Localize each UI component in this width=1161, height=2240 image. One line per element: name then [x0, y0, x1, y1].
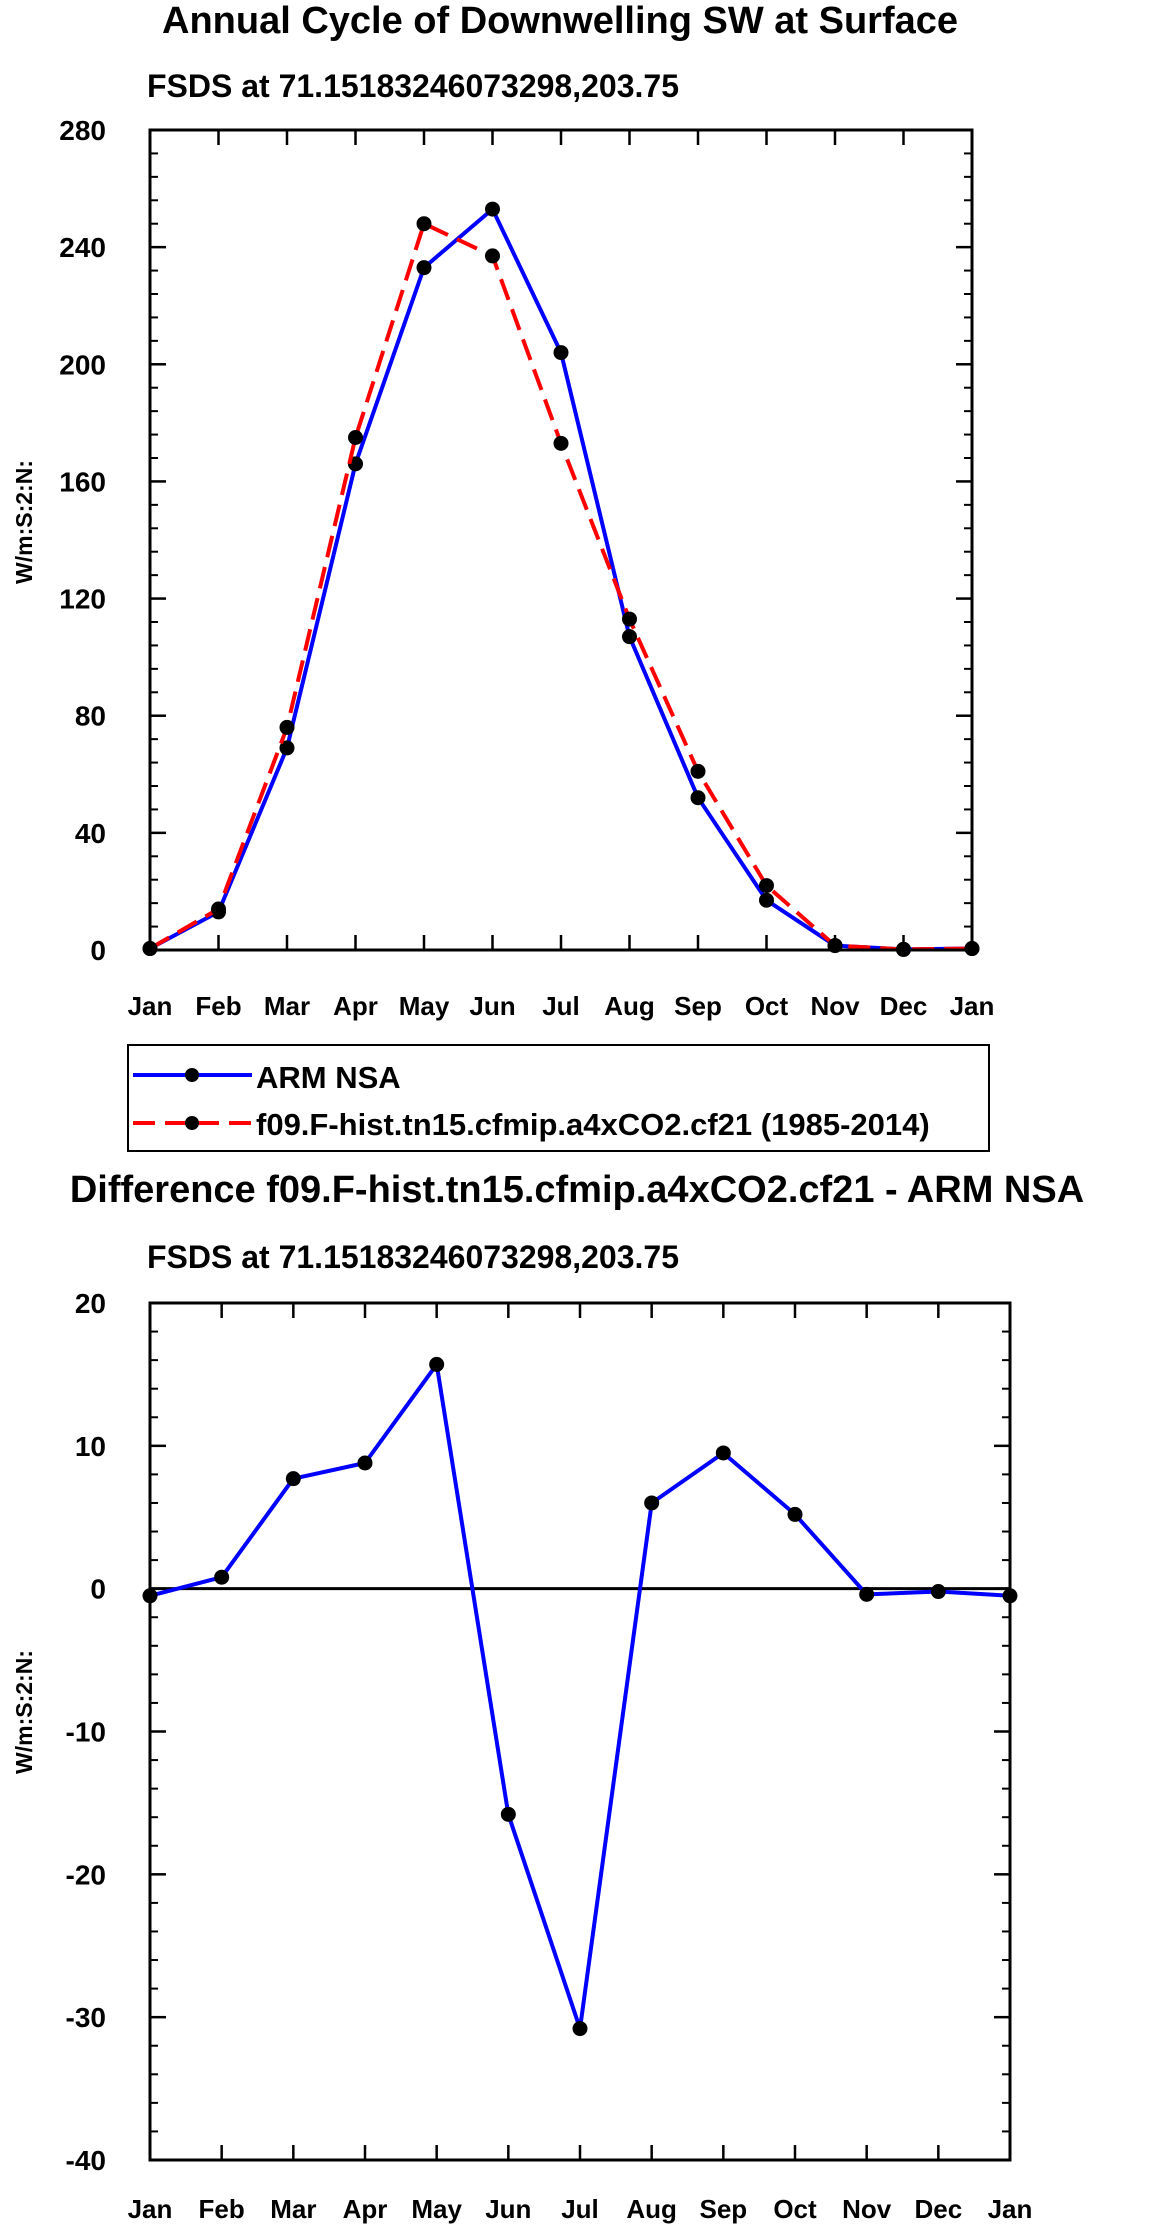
data-point	[416, 216, 432, 232]
x-tick-label: Nov	[842, 2194, 892, 2224]
x-tick-label: Jan	[128, 991, 173, 1021]
x-tick-label: Jul	[542, 991, 580, 1021]
data-point	[485, 201, 500, 217]
y-axis-label: W/m:S:2:N:	[11, 1650, 37, 1774]
data-point	[690, 763, 706, 779]
data-point	[859, 1586, 875, 1602]
data-point	[644, 1495, 660, 1511]
x-tick-label: Oct	[773, 2194, 817, 2224]
legend-box	[127, 1044, 990, 1152]
x-tick-label: Apr	[333, 991, 378, 1021]
y-tick-label: 160	[59, 466, 106, 497]
data-point	[690, 790, 706, 806]
x-tick-label: Jan	[988, 2194, 1033, 2224]
data-point	[357, 1455, 373, 1471]
legend-marker-model	[185, 1116, 199, 1130]
x-tick-label: Dec	[914, 2194, 962, 2224]
x-tick-label: Sep	[699, 2194, 747, 2224]
x-tick-label: Oct	[745, 991, 789, 1021]
x-tick-label: May	[411, 2194, 462, 2224]
data-point	[485, 248, 500, 264]
y-axis-label: W/m:S:2:N:	[11, 460, 37, 584]
chart-title: Difference f09.F-hist.tn15.cfmip.a4xCO2.…	[70, 1169, 1084, 1211]
chart-panel-1: Annual Cycle of Downwelling SW at Surfac…	[11, 0, 995, 1152]
y-tick-label: 20	[75, 1288, 106, 1319]
y-tick-label: 80	[75, 701, 106, 732]
chart-subtitle: FSDS at 71.15183246073298,203.75	[147, 68, 679, 104]
data-point	[279, 719, 295, 735]
y-tick-label: 0	[90, 935, 106, 966]
y-tick-label: 240	[59, 232, 106, 263]
x-tick-label: Feb	[199, 2194, 245, 2224]
data-point	[500, 1806, 516, 1822]
chart-title: Annual Cycle of Downwelling SW at Surfac…	[162, 0, 958, 42]
legend-label-model: f09.F-hist.tn15.cfmip.a4xCO2.cf21 (1985-…	[256, 1107, 930, 1142]
y-tick-label: -30	[66, 2002, 106, 2033]
data-point	[715, 1445, 731, 1461]
x-tick-label: Aug	[626, 2194, 677, 2224]
chart-panel-2: Difference f09.F-hist.tn15.cfmip.a4xCO2.…	[11, 1169, 1084, 2224]
data-point	[429, 1356, 445, 1372]
data-point	[285, 1471, 301, 1487]
data-point	[553, 345, 569, 361]
y-tick-label: -20	[66, 1859, 106, 1890]
data-point	[759, 878, 774, 894]
legend-entry-arm: ARM NSA	[133, 1060, 401, 1095]
x-tick-label: Sep	[674, 991, 722, 1021]
x-tick-label: Jan	[128, 2194, 173, 2224]
data-point	[787, 1506, 803, 1522]
x-tick-label: Dec	[880, 991, 928, 1021]
data-point	[279, 740, 295, 756]
x-tick-label: Apr	[343, 2194, 388, 2224]
x-tick-label: Feb	[195, 991, 241, 1021]
y-tick-label: -40	[66, 2145, 106, 2176]
x-tick-label: Nov	[810, 991, 860, 1021]
data-point	[214, 1569, 230, 1585]
data-point	[348, 430, 363, 445]
data-point	[622, 611, 637, 627]
legend-label-arm: ARM NSA	[256, 1060, 401, 1095]
y-tick-label: 120	[59, 584, 106, 615]
data-point	[572, 2021, 588, 2037]
y-tick-label: 0	[90, 1574, 106, 1605]
x-tick-label: Mar	[270, 2194, 316, 2224]
y-tick-label: 200	[59, 349, 106, 380]
y-tick-label: -10	[66, 1717, 106, 1748]
data-point	[759, 892, 774, 908]
y-tick-label: 10	[75, 1431, 106, 1462]
x-tick-label: Jan	[950, 991, 995, 1021]
x-tick-label: Aug	[604, 991, 655, 1021]
data-point	[553, 435, 569, 451]
y-tick-label: 40	[75, 818, 106, 849]
data-point	[930, 1584, 946, 1600]
legend-marker-arm	[185, 1068, 199, 1082]
x-tick-label: Jun	[469, 991, 515, 1021]
chart-subtitle: FSDS at 71.15183246073298,203.75	[147, 1239, 679, 1275]
data-point	[622, 629, 637, 645]
x-tick-label: Mar	[264, 991, 310, 1021]
x-tick-label: Jun	[485, 2194, 531, 2224]
x-tick-label: May	[399, 991, 450, 1021]
data-point	[416, 260, 432, 276]
legend: ARM NSA f09.F-hist.tn15.cfmip.a4xCO2.cf2…	[127, 1044, 990, 1152]
x-tick-label: Jul	[561, 2194, 599, 2224]
data-point	[211, 901, 226, 917]
y-tick-label: 280	[59, 115, 106, 146]
legend-entry-model: f09.F-hist.tn15.cfmip.a4xCO2.cf21 (1985-…	[133, 1107, 930, 1142]
